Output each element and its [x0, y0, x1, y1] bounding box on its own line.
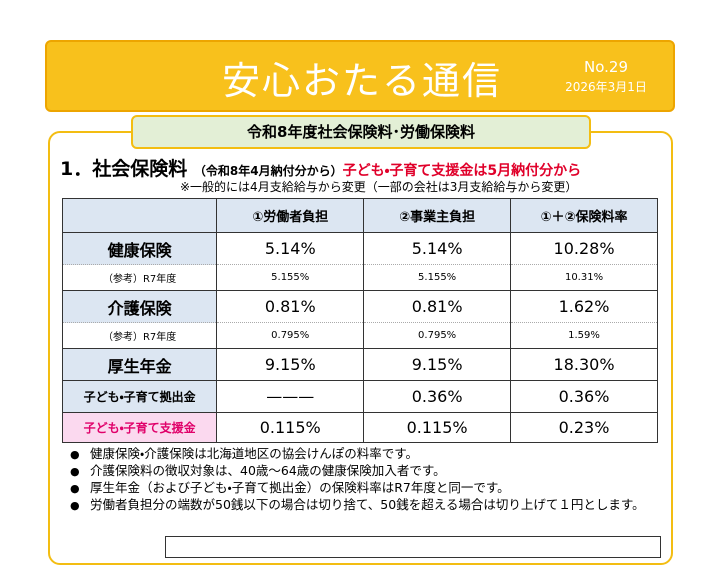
bullet-item: 労働者負担分の端数が50銭以下の場合は切り捨て、50銭を超える場合は切り上げて１… [70, 497, 650, 514]
page: 安心おたる通信 No.29 2026年3月1日 令和8年度社会保険料･労働保険料… [0, 0, 720, 540]
rate-cell: 0.36% [510, 380, 658, 413]
rate-cell: ——— [216, 380, 365, 413]
corner-cell [61, 198, 218, 233]
row-label: 子ども・子育て支援金 [61, 412, 218, 443]
rate-cell: 9.15% [363, 348, 512, 381]
rate-cell: 1.62% [510, 290, 658, 323]
heading-period: （令和8年4月納付分から） [193, 164, 343, 178]
reference-label: （参考）R7年度 [61, 264, 218, 291]
section-title: 令和8年度社会保険料･労働保険料 [131, 115, 591, 149]
row-label: 子ども・子育て拠出金 [61, 380, 218, 413]
rate-cell: 0.81% [216, 290, 365, 323]
reference-cell: 10.31% [510, 264, 658, 291]
rate-cell: 5.14% [363, 232, 512, 265]
rate-cell: 0.81% [363, 290, 512, 323]
column-header: ②事業主負担 [363, 198, 512, 233]
table-row: 子ども・子育て拠出金 ——— 0.36% 0.36% [61, 380, 658, 413]
rate-cell: 0.115% [216, 412, 365, 443]
column-header: ①労働者負担 [216, 198, 365, 233]
row-label: 健康保険 [61, 232, 218, 265]
header-row: ①労働者負担 ②事業主負担 ①＋②保険料率 [61, 198, 658, 233]
reference-cell: 0.795% [363, 322, 512, 349]
rate-cell: 9.15% [216, 348, 365, 381]
heading: 1．社会保険料 （令和8年4月納付分から）子ども・子育て支援金は5月納付分から [60, 154, 581, 181]
bullet-item: 健康保険・介護保険は北海道地区の協会けんぽの料率です。 [70, 446, 650, 463]
heading-notice: 子ども・子育て支援金は5月納付分から [342, 163, 582, 179]
reference-cell: 5.155% [216, 264, 365, 291]
bullet-item: 介護保険料の徴収対象は、40歳～64歳の健康保険加入者です。 [70, 463, 650, 480]
table-row: 子ども・子育て支援金 0.115% 0.115% 0.23% [61, 412, 658, 443]
bullet-list: 健康保険・介護保険は北海道地区の協会けんぽの料率です。介護保険料の徴収対象は、4… [70, 446, 650, 514]
next-table-edge [165, 536, 661, 558]
bullet-item: 厚生年金（および子ども・子育て拠出金）の保険料率はR7年度と同一です。 [70, 480, 650, 497]
row-label: 厚生年金 [61, 348, 218, 381]
rate-cell: 10.28% [510, 232, 658, 265]
table-row: 介護保険 0.81% 0.81% 1.62% [61, 290, 658, 323]
table-row: 厚生年金 9.15% 9.15% 18.30% [61, 348, 658, 381]
reference-cell: 1.59% [510, 322, 658, 349]
reference-cell: 0.795% [216, 322, 365, 349]
heading-number: 1． [60, 158, 93, 180]
table-row: 健康保険 5.14% 5.14% 10.28% [61, 232, 658, 265]
reference-label: （参考）R7年度 [61, 322, 218, 349]
rate-cell: 0.23% [510, 412, 658, 443]
reference-row: （参考）R7年度 5.155% 5.155% 10.31% [61, 264, 658, 291]
rate-table: ①労働者負担 ②事業主負担 ①＋②保険料率 健康保険 5.14% 5.14% 10.28% （… [61, 198, 658, 443]
note: ※一般的には4月支給給与から変更（一部の会社は3月支給給与から変更） [180, 180, 578, 194]
issue-date: 2026年3月1日 [565, 80, 647, 94]
issue-number: No.29 [584, 58, 628, 76]
row-label: 介護保険 [61, 290, 218, 323]
reference-row: （参考）R7年度 0.795% 0.795% 1.59% [61, 322, 658, 349]
rate-cell: 0.36% [363, 380, 512, 413]
rate-cell: 5.14% [216, 232, 365, 265]
header-banner: 安心おたる通信 No.29 2026年3月1日 [45, 40, 675, 112]
rate-cell: 0.115% [363, 412, 512, 443]
heading-title: 社会保険料 [92, 158, 188, 180]
column-header: ①＋②保険料率 [510, 198, 658, 233]
rate-cell: 18.30% [510, 348, 658, 381]
reference-cell: 5.155% [363, 264, 512, 291]
newsletter-title: 安心おたる通信 [221, 59, 502, 103]
